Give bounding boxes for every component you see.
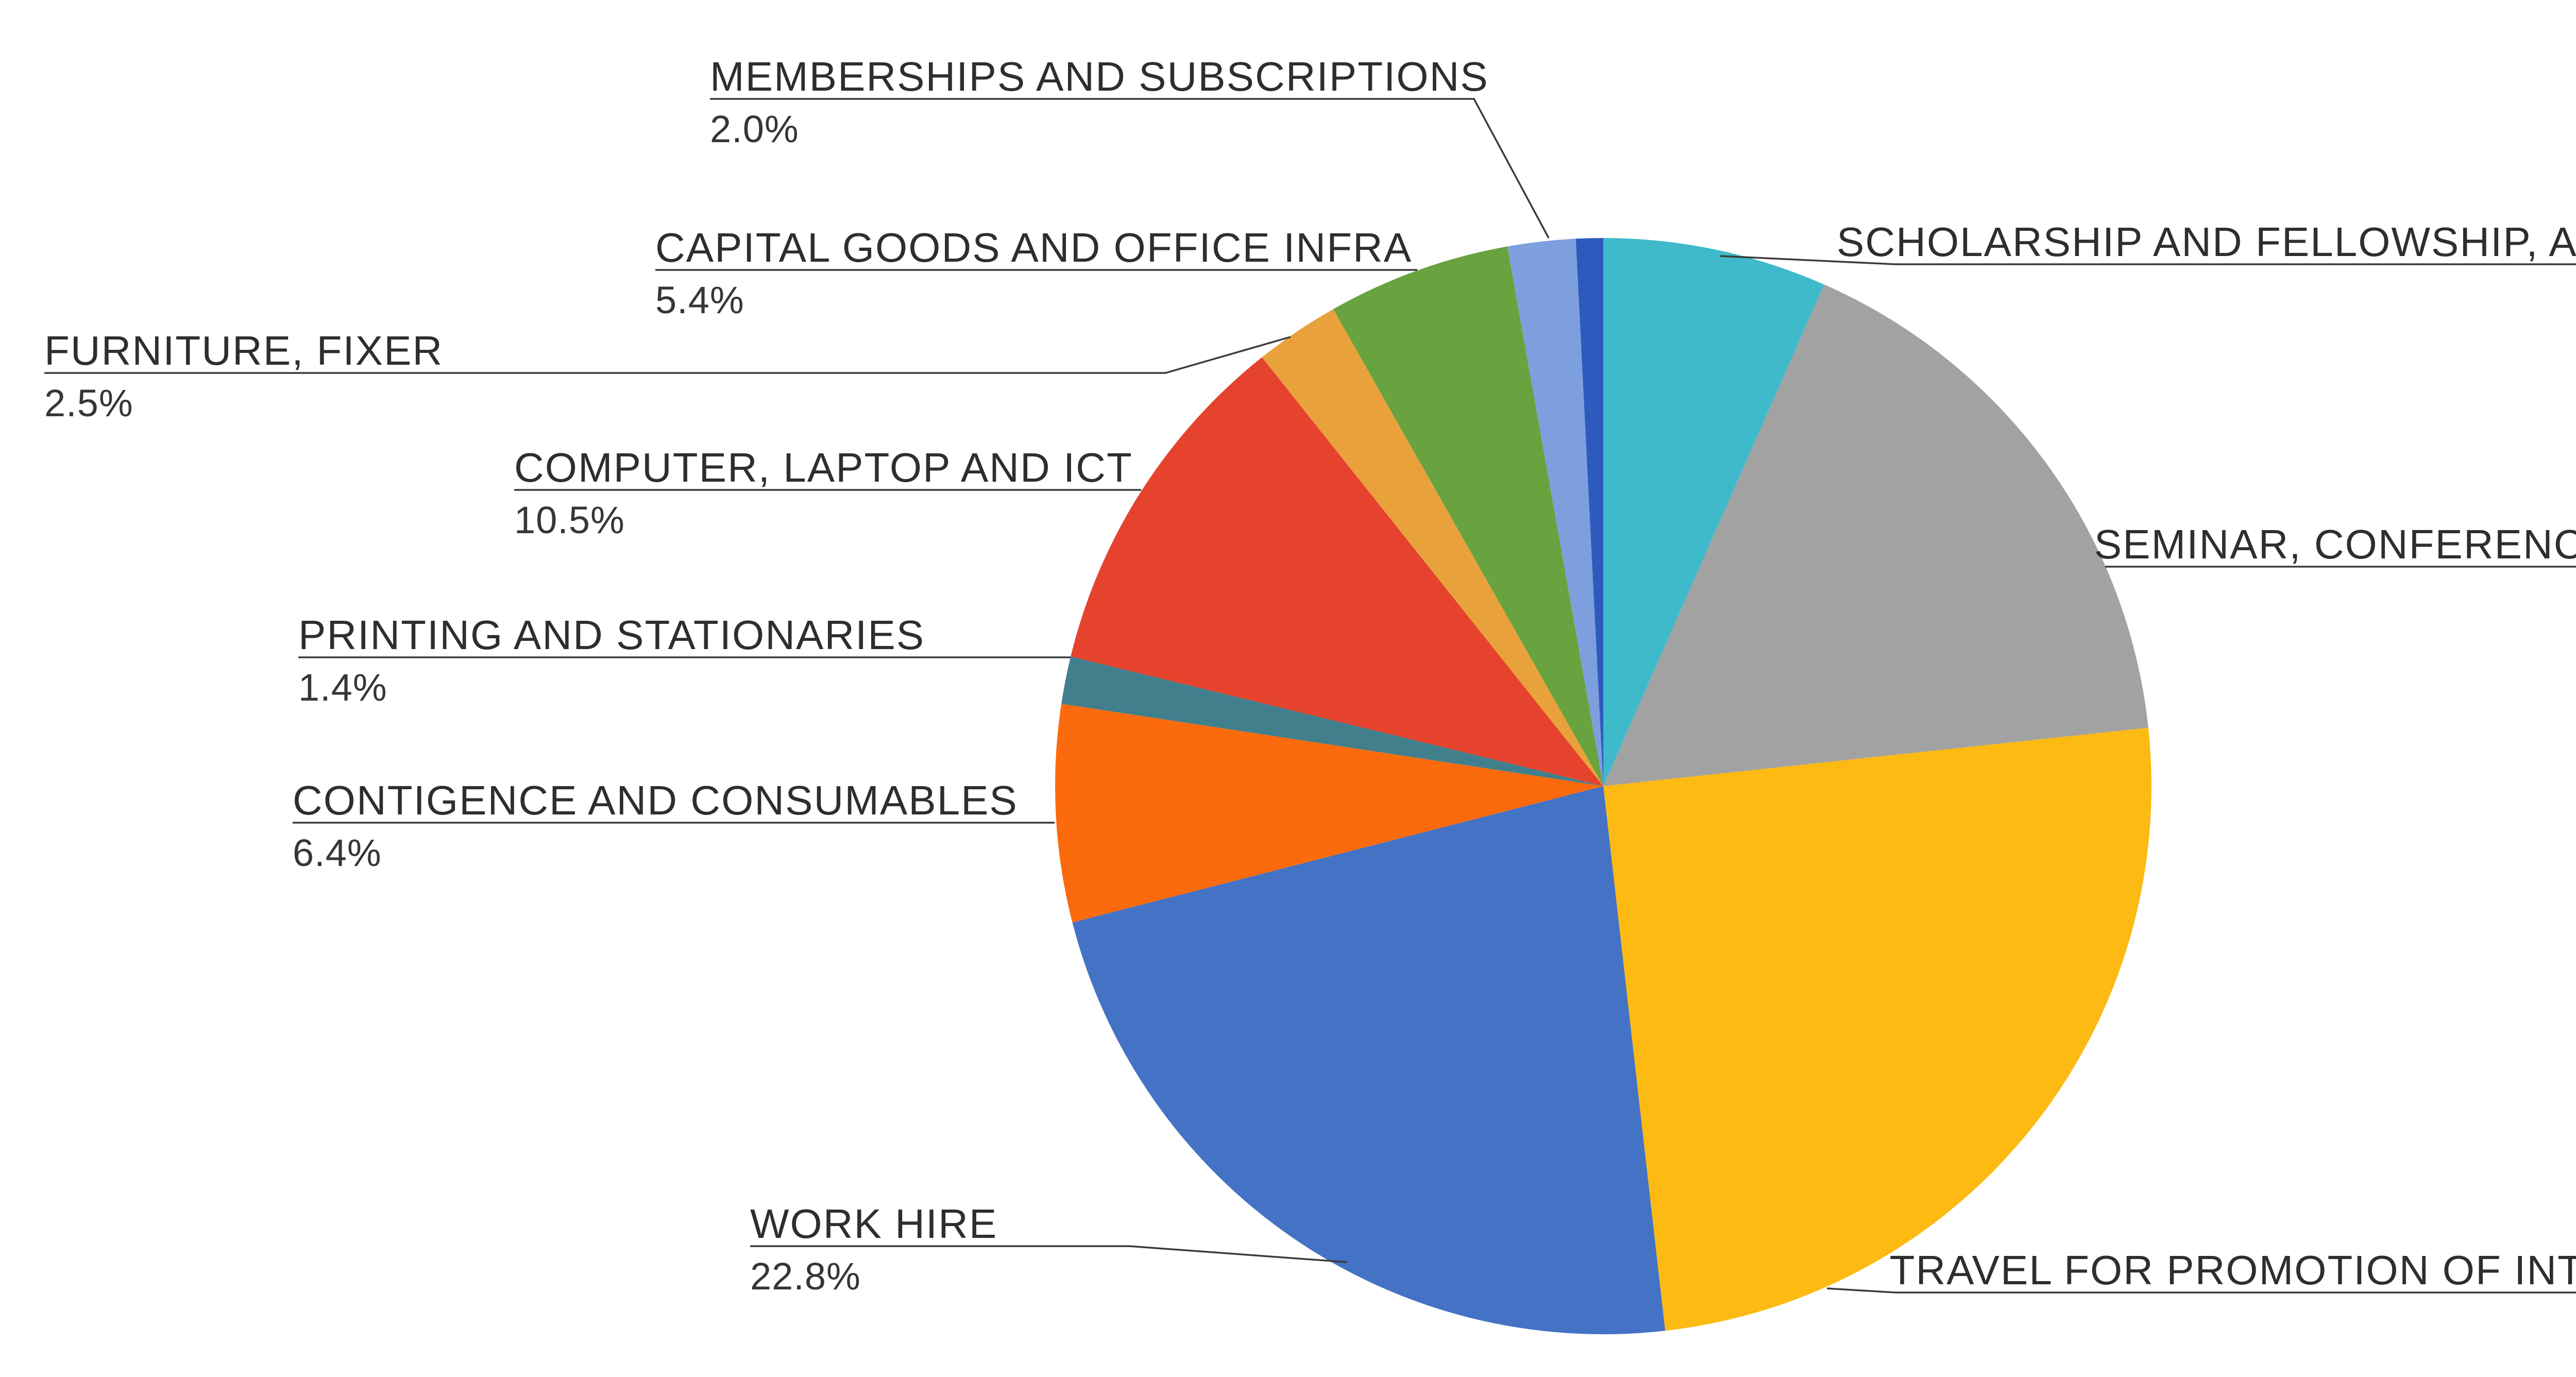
label-contigence-and-consumables: CONTIGENCE AND CONSUMABLES 6.4% (293, 780, 1018, 872)
pie-slice-computer-laptop-and-ict[interactable] (1071, 357, 1603, 787)
leader-line-scholarship (1720, 255, 2576, 265)
label-seminar-conference-events: SEMINAR, CONFERENCE, EVENTS AND DELE... … (2094, 524, 2576, 616)
slice-percent: 6.4% (293, 831, 382, 874)
leader-lines-group (44, 98, 2576, 1294)
slice-label: COMPUTER, LAPTOP AND ICT (514, 445, 1133, 490)
slice-percent: 6.6% (1837, 276, 2576, 314)
pie-slice-memberships-and-subscriptions[interactable] (1507, 239, 1603, 786)
slice-percent: 5.4% (655, 279, 744, 321)
pie-slice-work-hire[interactable] (1072, 786, 1666, 1335)
pie-slice-furniture-fixer[interactable] (1262, 309, 1603, 786)
slice-percent: 1.4% (298, 666, 387, 709)
pie-slice-contigence-and-consumables[interactable] (1055, 704, 1603, 923)
slice-percent: 16.7% (2094, 578, 2576, 616)
pie-slice-capital-goods-and-office-infra[interactable] (1333, 246, 1603, 786)
slice-percent: 22.8% (750, 1255, 861, 1298)
slice-label: TRAVEL FOR PROMOTION OF INTERNATIONAL RE… (1889, 1247, 2576, 1293)
pie-slice-printing-and-stationaries[interactable] (1061, 656, 1603, 786)
pie-slice-unlabeled-10[interactable] (1575, 237, 1604, 786)
label-capital-goods-and-office-infra: CAPITAL GOODS AND OFFICE INFRA 5.4% (655, 227, 1412, 319)
slice-label: SCHOLARSHIP AND FELLOWSHIP, AWARDS, REWA… (1837, 219, 2576, 265)
slice-label: PRINTING AND STATIONARIES (298, 612, 925, 658)
leader-line-furniture (44, 336, 1291, 374)
label-computer-laptop-and-ict: COMPUTER, LAPTOP AND ICT 10.5% (514, 447, 1133, 539)
pie-slice-travel-for-promotion-of-international-relations[interactable] (1603, 727, 2151, 1331)
slice-label: CONTIGENCE AND CONSUMABLES (293, 777, 1018, 823)
slice-percent: 10.5% (514, 499, 625, 541)
label-travel-for-promotion: TRAVEL FOR PROMOTION OF INTERNATIONAL RE… (1890, 1250, 2576, 1342)
label-printing-and-stationaries: PRINTING AND STATIONARIES 1.4% (298, 615, 925, 707)
slice-percent: 2.5% (44, 382, 133, 424)
leader-line-travel (1826, 1287, 2576, 1294)
label-work-hire: WORK HIRE 22.8% (750, 1203, 997, 1296)
leader-line-memberships (710, 98, 1550, 239)
slice-label: SEMINAR, CONFERENCE, EVENTS AND DELE... (2094, 521, 2576, 567)
slice-label: CAPITAL GOODS AND OFFICE INFRA (655, 225, 1413, 270)
label-furniture-fixer: FURNITURE, FIXER 2.5% (44, 330, 443, 422)
label-scholarship-and-fellowship: SCHOLARSHIP AND FELLOWSHIP, AWARDS, REWA… (1837, 222, 2576, 314)
slice-label: FURNITURE, FIXER (44, 328, 444, 373)
pie-slice-seminar-conference-events-and-dele[interactable] (1603, 284, 2148, 786)
pie-slice-scholarship-and-fellowship-awards-rewards[interactable] (1603, 238, 1824, 786)
slice-percent: 2.0% (710, 108, 799, 150)
slice-label: WORK HIRE (750, 1201, 998, 1247)
slice-percent: 24.9% (1890, 1304, 2576, 1342)
label-memberships-and-subscriptions: MEMBERSHIPS AND SUBSCRIPTIONS 2.0% (710, 56, 1489, 148)
slice-label: MEMBERSHIPS AND SUBSCRIPTIONS (710, 54, 1489, 99)
pie-slices-group (1055, 237, 2151, 1335)
leader-line-work-hire (750, 1245, 1348, 1263)
